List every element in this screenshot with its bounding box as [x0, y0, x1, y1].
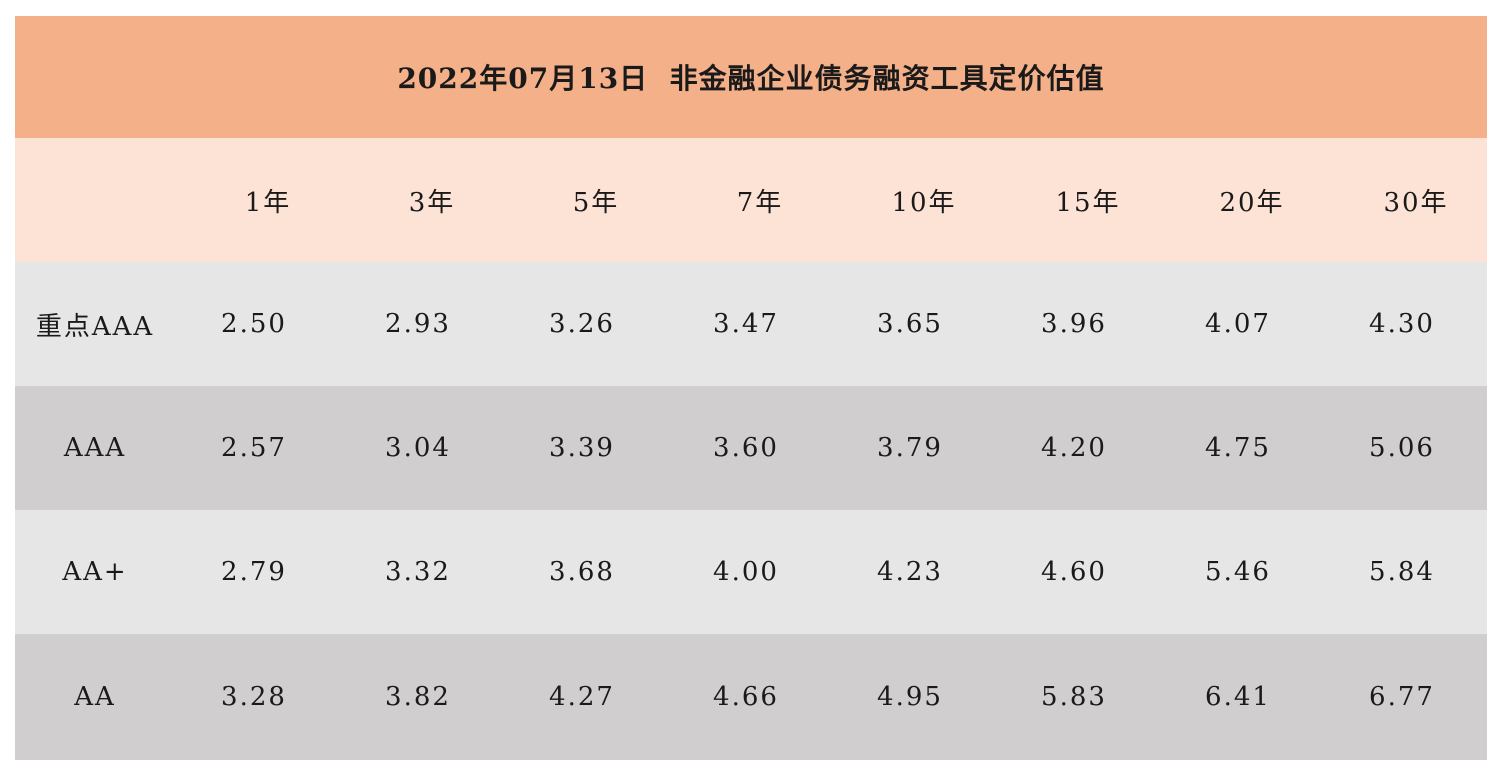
table-cell: 5.83 — [1041, 682, 1107, 712]
table-cell: 2.50 — [221, 309, 287, 339]
table-cell: 3.32 — [385, 557, 451, 587]
table-cell: 4.00 — [713, 557, 779, 587]
table-cell: 3.82 — [385, 682, 451, 712]
table-cell: 4.60 — [1041, 557, 1107, 587]
table-title-row: 2022年07月13日 非金融企业债务融资工具定价估值 — [15, 16, 1487, 138]
table-cell: 2.93 — [385, 309, 451, 339]
table-row-key-aaa: 重点AAA 2.50 2.93 3.26 3.47 3.65 3.96 4.07… — [15, 262, 1487, 386]
table-row-aaa: AAA 2.57 3.04 3.39 3.60 3.79 4.20 4.75 5… — [15, 386, 1487, 510]
table-cell: 3.68 — [549, 557, 615, 587]
table-cell: 3.47 — [713, 309, 779, 339]
table-cell: 4.20 — [1041, 433, 1107, 463]
table-cell: 3.26 — [549, 309, 615, 339]
table-cell: 6.77 — [1369, 682, 1435, 712]
valuation-table: 2022年07月13日 非金融企业债务融资工具定价估值 1年 3年 5年 7年 … — [15, 16, 1487, 760]
table-row-aa-plus: AA+ 2.79 3.32 3.68 4.00 4.23 4.60 5.46 5… — [15, 510, 1487, 634]
table-cell: 4.27 — [549, 682, 615, 712]
table-cell: 3.65 — [877, 309, 943, 339]
header-cell-10y: 10年 — [891, 187, 957, 218]
table-cell: 4.23 — [877, 557, 943, 587]
table-cell: 3.04 — [385, 433, 451, 463]
row-label: AAA — [63, 433, 127, 463]
header-cell-30y: 30年 — [1383, 187, 1449, 218]
table-cell: 3.96 — [1041, 309, 1107, 339]
table-cell: 6.41 — [1205, 682, 1271, 712]
header-cell-5y: 5年 — [572, 187, 620, 218]
table-cell: 4.95 — [877, 682, 943, 712]
table-cell: 5.84 — [1369, 557, 1435, 587]
table-cell: 4.30 — [1369, 309, 1435, 339]
table-cell: 4.66 — [713, 682, 779, 712]
header-cell-7y: 7年 — [736, 187, 784, 218]
table-cell: 2.57 — [221, 433, 287, 463]
table-cell: 5.06 — [1369, 433, 1435, 463]
row-label: AA — [74, 682, 116, 712]
table-cell: 4.75 — [1205, 433, 1271, 463]
table-cell: 2.79 — [221, 557, 287, 587]
table-title: 2022年07月13日 非金融企业债务融资工具定价估值 — [397, 62, 1105, 95]
table-cell: 3.39 — [549, 433, 615, 463]
table-cell: 4.07 — [1205, 309, 1271, 339]
table-cell: 5.46 — [1205, 557, 1271, 587]
header-cell-1y: 1年 — [244, 187, 292, 218]
table-row-aa: AA 3.28 3.82 4.27 4.66 4.95 5.83 6.41 6.… — [15, 634, 1487, 760]
header-cell-20y: 20年 — [1219, 187, 1285, 218]
header-cell-3y: 3年 — [408, 187, 456, 218]
row-label: AA+ — [62, 557, 128, 587]
table-cell: 3.28 — [221, 682, 287, 712]
header-cell-15y: 15年 — [1055, 187, 1121, 218]
table-cell: 3.79 — [877, 433, 943, 463]
row-label: 重点AAA — [35, 311, 155, 342]
header-row: 1年 3年 5年 7年 10年 15年 20年 30年 — [15, 138, 1487, 262]
table-cell: 3.60 — [713, 433, 779, 463]
